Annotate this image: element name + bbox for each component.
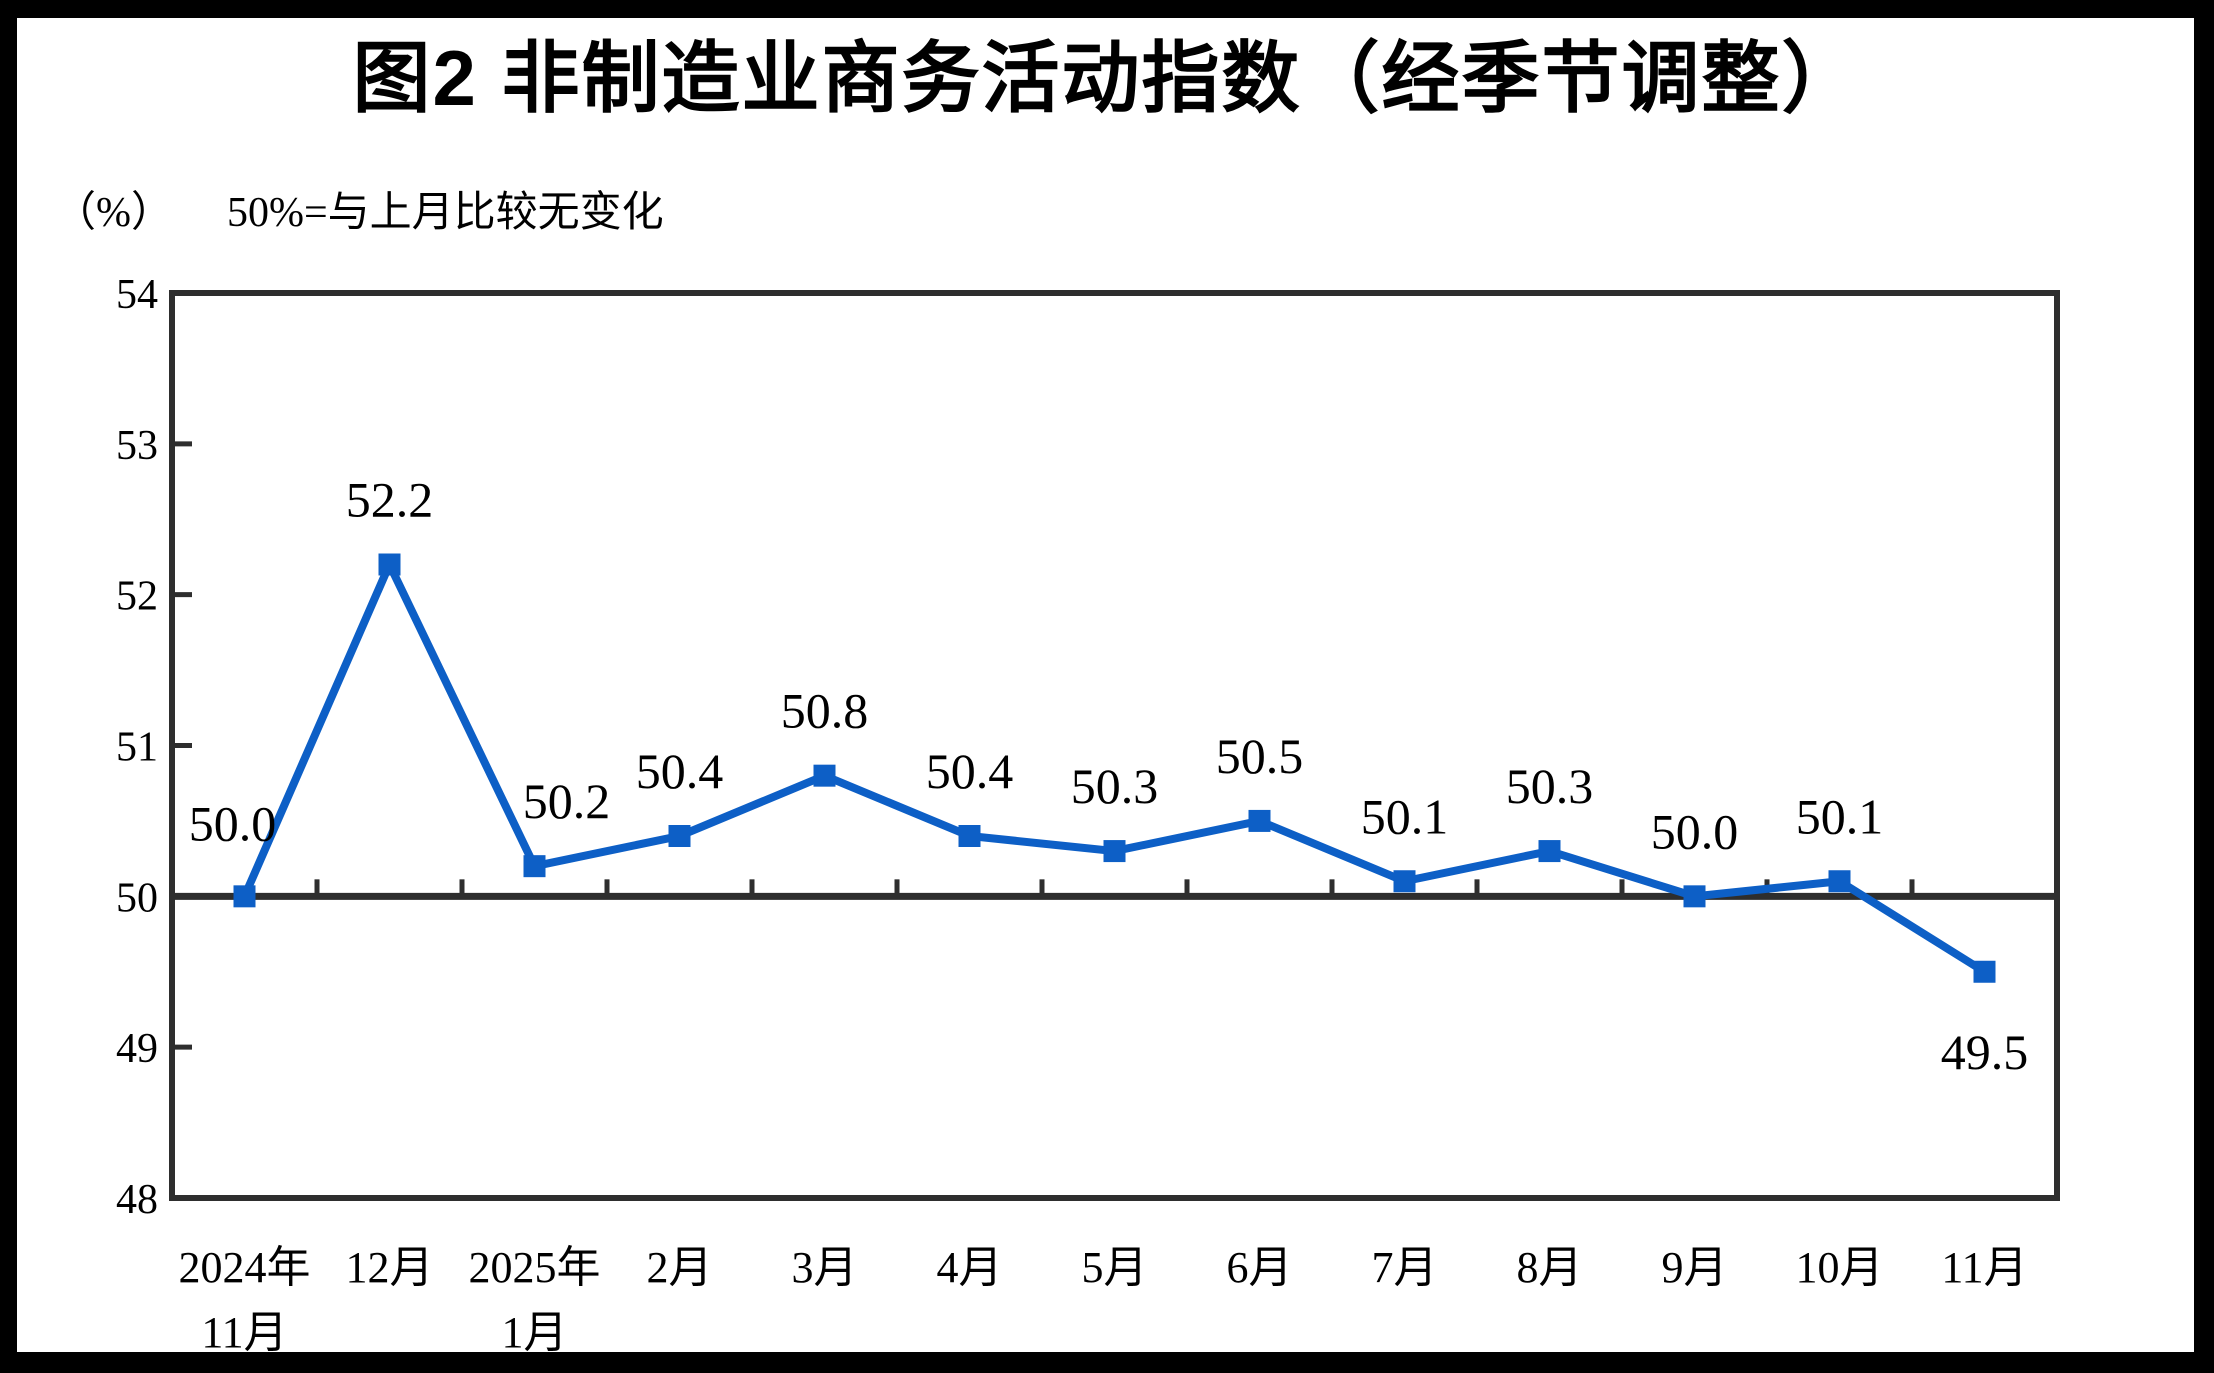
data-label: 50.0 bbox=[189, 795, 277, 851]
x-axis-label: 7月 bbox=[1372, 1243, 1438, 1292]
x-axis-label: 3月 bbox=[792, 1243, 858, 1292]
data-point-marker bbox=[378, 553, 401, 576]
data-label: 50.4 bbox=[636, 743, 724, 799]
y-axis-tick-label: 53 bbox=[116, 423, 158, 469]
frame-border-left bbox=[0, 0, 17, 1373]
reference-note: 50%=与上月比较无变化 bbox=[227, 190, 664, 236]
data-label: 50.5 bbox=[1216, 728, 1304, 784]
y-axis-tick-label: 48 bbox=[116, 1177, 158, 1223]
frame-border-right bbox=[2194, 0, 2214, 1373]
data-label: 50.4 bbox=[926, 743, 1014, 799]
data-point-marker bbox=[668, 825, 691, 847]
data-label: 49.5 bbox=[1941, 1024, 2029, 1080]
data-point-marker bbox=[1393, 870, 1416, 893]
plot-area-border bbox=[169, 290, 2060, 1201]
axis-unit-note: （%） 50%=与上月比较无变化 bbox=[54, 188, 664, 238]
y-axis-tick-label: 51 bbox=[116, 725, 158, 771]
x-axis-label: 2月 bbox=[647, 1243, 713, 1292]
frame-border-top bbox=[0, 0, 2214, 18]
x-axis-label: 9月 bbox=[1662, 1243, 1728, 1292]
chart-title: 图2 非制造业商务活动指数（经季节调整） bbox=[352, 34, 1862, 122]
x-axis-label: 2024年 bbox=[179, 1243, 311, 1292]
data-point-marker bbox=[523, 855, 546, 878]
data-point-marker bbox=[233, 885, 256, 908]
data-label: 50.2 bbox=[523, 773, 611, 829]
data-label: 50.1 bbox=[1796, 788, 1884, 844]
x-axis-label: 11月 bbox=[1941, 1243, 2027, 1292]
data-point-marker bbox=[1973, 960, 1996, 983]
unit-label: （%） bbox=[54, 190, 173, 236]
x-axis-label: 5月 bbox=[1082, 1243, 1148, 1292]
x-axis-label: 10月 bbox=[1796, 1243, 1884, 1292]
data-point-marker bbox=[1538, 840, 1561, 863]
x-axis-label: 2025年 bbox=[469, 1243, 601, 1292]
data-label: 52.2 bbox=[346, 472, 434, 528]
data-point-marker bbox=[813, 764, 836, 787]
x-axis-label-line2: 11月 bbox=[201, 1308, 287, 1357]
data-label: 50.3 bbox=[1506, 758, 1594, 814]
data-point-marker bbox=[1103, 840, 1126, 863]
data-label: 50.8 bbox=[781, 683, 869, 739]
x-axis-label: 12月 bbox=[346, 1243, 434, 1292]
data-point-marker bbox=[1683, 885, 1706, 908]
y-axis-tick-label: 52 bbox=[116, 574, 158, 620]
data-label: 50.3 bbox=[1071, 758, 1159, 814]
x-axis-label-line2: 1月 bbox=[502, 1308, 568, 1357]
y-axis-tick-label: 49 bbox=[116, 1026, 158, 1072]
data-point-marker bbox=[1828, 870, 1851, 893]
frame-border-bottom bbox=[0, 1352, 2214, 1373]
data-label: 50.1 bbox=[1361, 788, 1449, 844]
x-axis-label: 6月 bbox=[1227, 1243, 1293, 1292]
data-point-marker bbox=[1248, 809, 1271, 832]
x-axis-label: 4月 bbox=[937, 1243, 1003, 1292]
data-label: 50.0 bbox=[1651, 803, 1739, 859]
data-point-marker bbox=[958, 825, 981, 847]
x-axis-label: 8月 bbox=[1517, 1243, 1583, 1292]
y-axis-tick-label: 54 bbox=[116, 272, 158, 318]
y-axis-tick-label: 50 bbox=[116, 875, 158, 921]
